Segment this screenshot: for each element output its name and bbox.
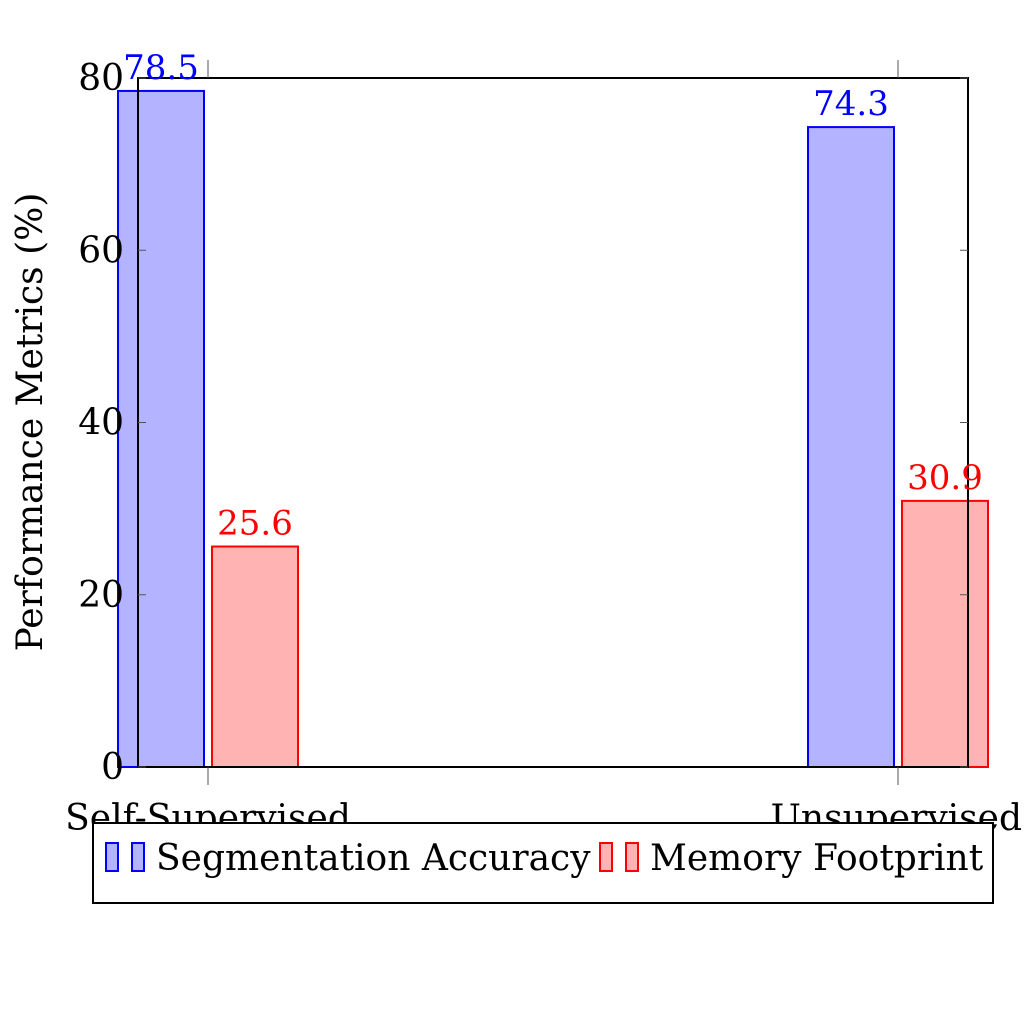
legend-label: Segmentation Accuracy [156, 838, 591, 879]
bar-accuracy-unsupervised [807, 126, 895, 768]
legend-label: Memory Footprint [650, 838, 984, 879]
y-tick-label: 60 [78, 230, 124, 271]
legend-swatch [625, 842, 639, 872]
data-label: 74.3 [813, 84, 889, 124]
y-tick-label: 40 [78, 403, 124, 444]
data-labels-group: 78.5 25.6 74.3 30.9 [123, 48, 983, 544]
data-label: 30.9 [907, 458, 983, 498]
y-axis-title: Performance Metrics (%) [10, 193, 51, 652]
legend-box [92, 822, 994, 904]
bar-accuracy-self-supervised [117, 89, 205, 768]
data-label: 25.6 [217, 504, 293, 544]
y-tick-label: 0 [101, 747, 124, 788]
legend-swatch [105, 842, 119, 872]
data-label: 78.5 [123, 48, 199, 88]
legend-swatch [599, 842, 613, 872]
y-axis: 0 20 40 60 80 [78, 58, 968, 788]
y-tick-label: 20 [78, 575, 124, 616]
bars-group [117, 89, 989, 769]
legend-swatch [131, 842, 145, 872]
y-tick-label: 80 [78, 58, 124, 99]
bar-memory-self-supervised [211, 545, 299, 769]
bar-memory-unsupervised [901, 499, 989, 768]
legend: Segmentation Accuracy Memory Footprint [92, 822, 994, 904]
